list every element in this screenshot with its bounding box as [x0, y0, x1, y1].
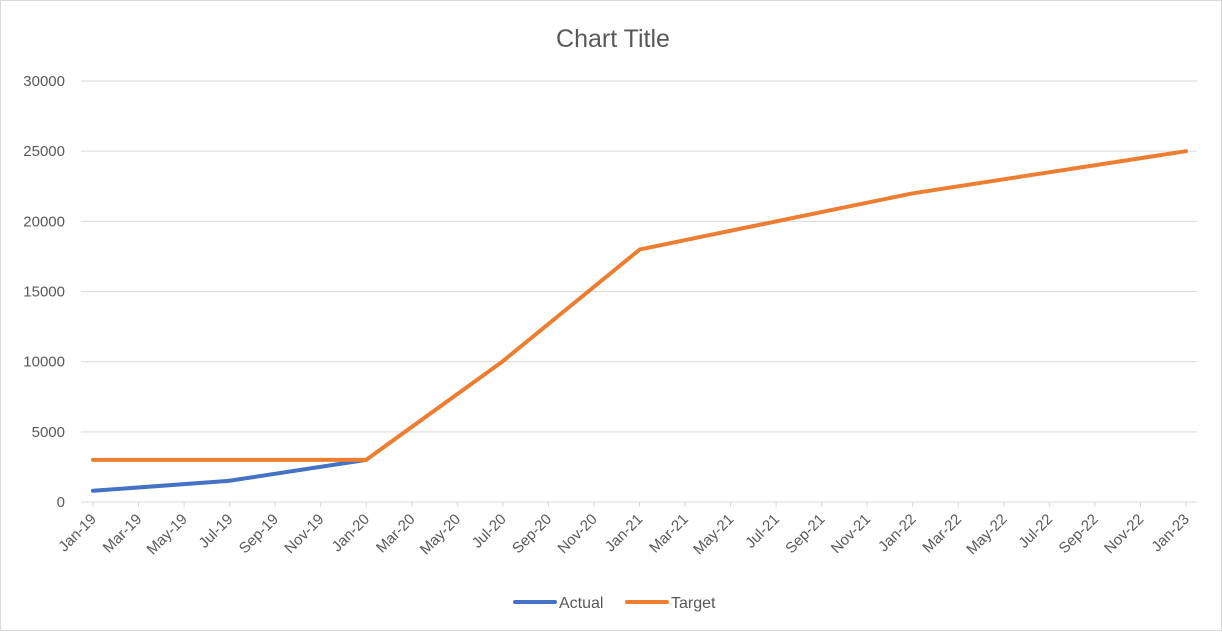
- plot-area: [93, 151, 1186, 491]
- x-tick-label: May-22: [963, 511, 1010, 558]
- chart-title: Chart Title: [556, 25, 670, 53]
- y-tick-label: 15000: [23, 284, 65, 301]
- y-axis: 0 5000 10000 15000 20000 25000 30000: [23, 73, 65, 511]
- y-tick-label: 30000: [23, 73, 65, 90]
- x-tick-label: Sep-19: [236, 511, 282, 557]
- y-tick-label: 0: [57, 494, 65, 511]
- x-tick-label: Nov-21: [828, 511, 874, 557]
- y-tick-label: 25000: [23, 143, 65, 160]
- x-tick-label: Mar-19: [100, 511, 146, 557]
- x-tick-label: Sep-22: [1056, 511, 1102, 557]
- x-tick-label: Mar-21: [646, 511, 692, 557]
- x-tick-label: Nov-20: [555, 511, 601, 557]
- legend-label-actual: Actual: [559, 595, 603, 612]
- x-tick-label: May-19: [144, 511, 191, 558]
- x-tick-label: Mar-20: [373, 511, 419, 557]
- x-tick-label: Jan-21: [602, 511, 646, 555]
- x-tick-label: Nov-19: [281, 511, 327, 557]
- y-tick-label: 10000: [23, 354, 65, 371]
- x-tick-label: Jul-22: [1015, 511, 1056, 552]
- x-tick-label: Jan-20: [329, 511, 373, 555]
- x-tick-label: Jul-19: [196, 511, 237, 552]
- x-tick-label: Nov-22: [1101, 511, 1147, 557]
- x-tick-label: Sep-20: [509, 511, 555, 557]
- y-tick-label: 20000: [23, 213, 65, 230]
- x-tick-label: May-21: [690, 511, 737, 558]
- x-tick-label: Jul-21: [742, 511, 783, 552]
- x-tick-label: Jan-23: [1148, 511, 1192, 555]
- series-line-target: [93, 151, 1186, 460]
- gridlines: [81, 81, 1197, 432]
- x-tick-label: Mar-22: [920, 511, 966, 557]
- x-tick-label: May-20: [417, 511, 464, 558]
- x-tick-label: Jan-19: [55, 511, 99, 555]
- x-tick-label: Jan-22: [875, 511, 919, 555]
- series-line-actual: [93, 460, 366, 491]
- legend: Actual Target: [515, 595, 716, 612]
- x-tick-label: Jul-20: [469, 511, 510, 552]
- y-tick-label: 5000: [32, 424, 65, 441]
- legend-label-target: Target: [671, 595, 716, 612]
- x-tick-label: Sep-21: [782, 511, 828, 557]
